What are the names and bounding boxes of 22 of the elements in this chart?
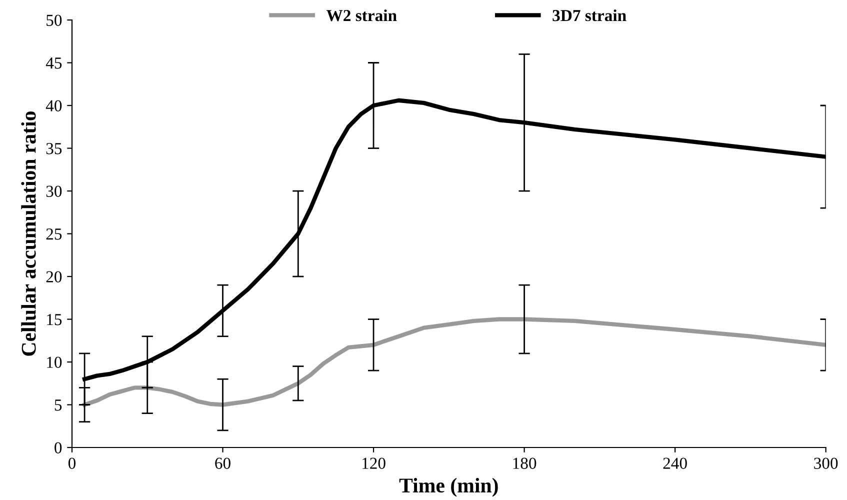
y-tick-label: 15 [47, 314, 62, 326]
x-tick-label: 180 [513, 458, 536, 469]
y-tick-label: 50 [46, 14, 62, 26]
y-axis-title: Cellular accumulation ratio [21, 111, 36, 356]
legend-label: W2 strain [326, 9, 397, 22]
legend-label: 3D7 strain [552, 9, 626, 22]
y-tick-label: 30 [46, 186, 62, 197]
y-tick-label: 10 [47, 356, 62, 368]
y-tick-label: 25 [46, 228, 62, 240]
y-tick-label: 35 [46, 142, 62, 154]
y-tick-label: 0 [54, 442, 62, 454]
y-tick-label: 20 [46, 271, 62, 282]
x-tick-label: 120 [362, 458, 386, 469]
x-axis-title: Time (min) [399, 478, 498, 497]
y-tick-label: 40 [46, 100, 62, 112]
x-tick-label: 0 [68, 458, 76, 469]
y-tick-label: 5 [54, 400, 62, 411]
x-tick-label: 240 [663, 458, 687, 469]
x-tick-label: 300 [814, 458, 838, 469]
line-series [82, 317, 826, 407]
x-tick-label: 60 [215, 458, 230, 469]
y-tick-label: 45 [46, 58, 62, 69]
